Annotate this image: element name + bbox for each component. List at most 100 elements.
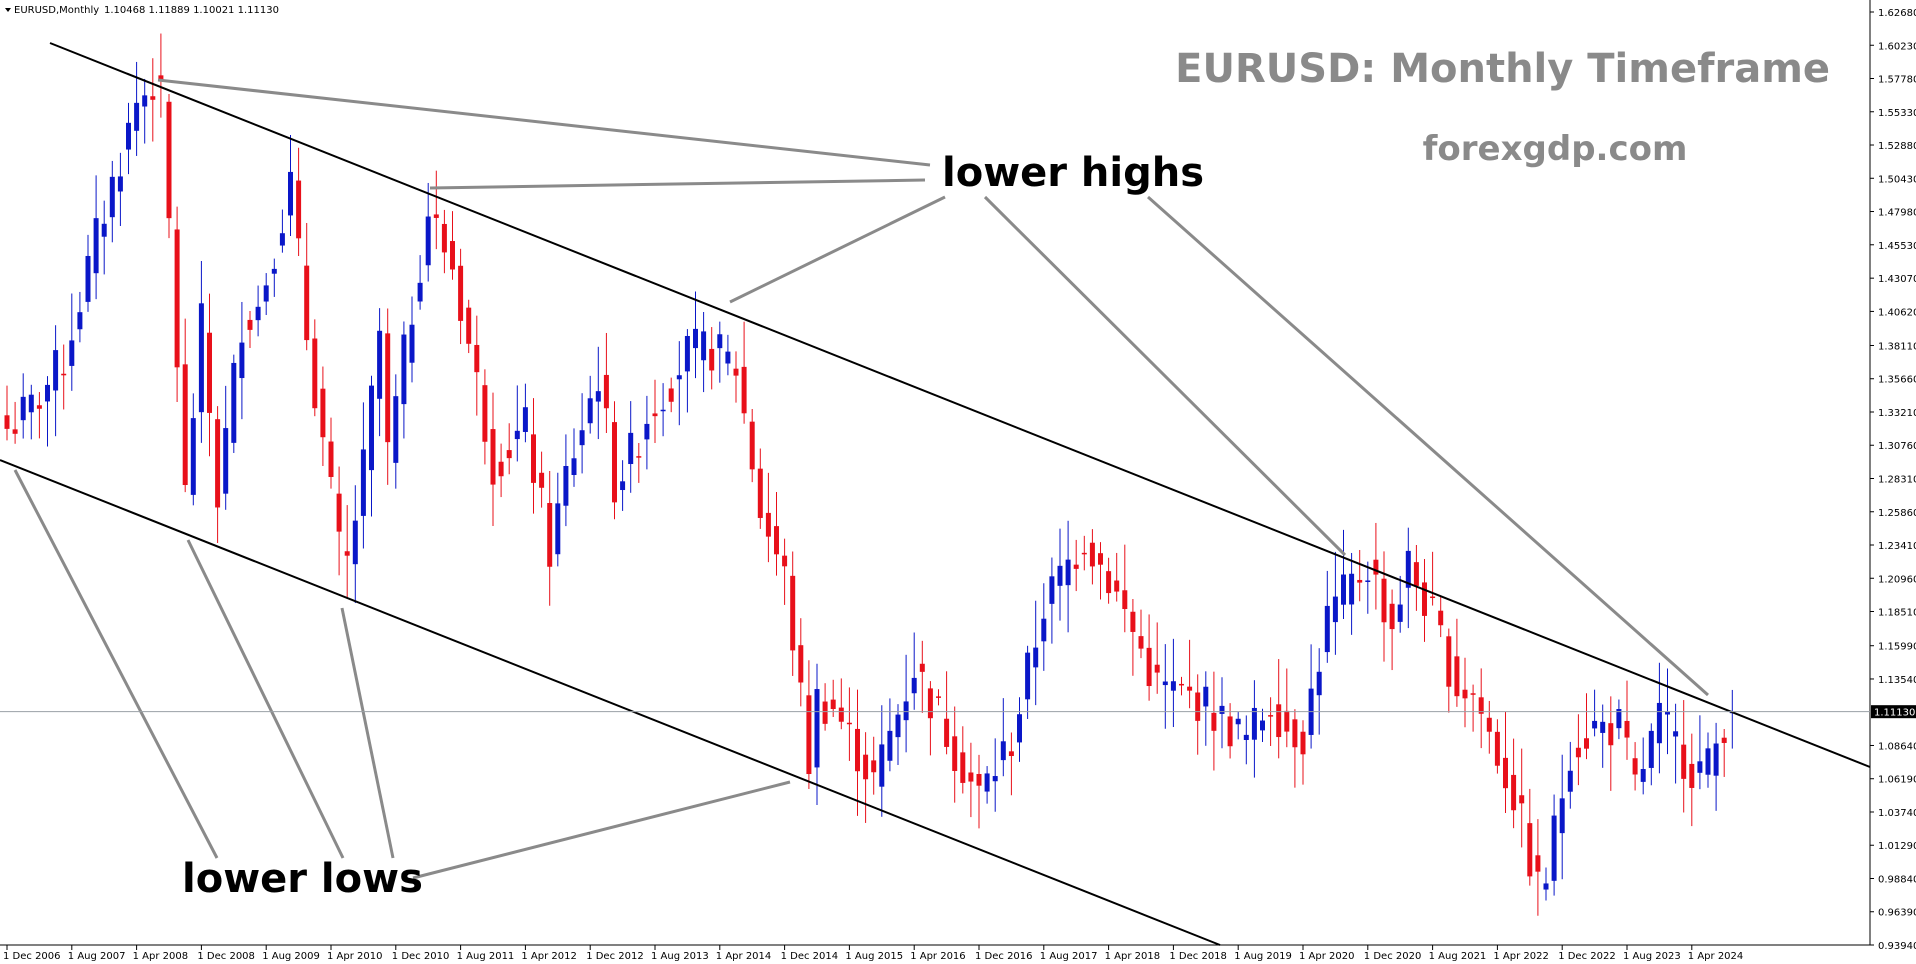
price-tick-label: 1.18510 <box>1878 608 1916 619</box>
candle-body <box>1081 552 1087 555</box>
candle-body <box>433 214 439 218</box>
price-tick-label: 0.98840 <box>1878 874 1916 885</box>
candle-body <box>409 324 415 363</box>
chart-title: EURUSD: Monthly Timeframe <box>1175 46 1830 92</box>
candle-body <box>450 241 455 270</box>
lower-highs-label: lower highs <box>942 150 1204 196</box>
ohlc-label: 1.10468 1.11889 1.10021 1.11130 <box>104 5 279 16</box>
candle-body <box>1478 697 1484 714</box>
candle-body <box>288 171 293 216</box>
candle-body <box>190 418 196 495</box>
candle-body <box>1543 883 1549 890</box>
candle-body <box>684 335 690 372</box>
time-tick-label: 1 Dec 2010 <box>392 951 450 962</box>
candle-body <box>1146 647 1152 687</box>
candle-body <box>1454 656 1460 697</box>
candle-body <box>725 351 731 364</box>
candle-body <box>1041 618 1047 642</box>
candle-body <box>1446 636 1452 687</box>
candle-body <box>474 344 480 373</box>
candle-body <box>531 434 536 483</box>
candle-body <box>879 744 885 787</box>
candle-body <box>1551 815 1557 881</box>
candle-body <box>1373 559 1379 575</box>
candle-body <box>506 450 512 459</box>
candle-body <box>1535 855 1541 872</box>
price-tick-label: 1.01290 <box>1878 841 1916 852</box>
candle-body <box>182 364 188 486</box>
current-price-label-box <box>1871 705 1916 719</box>
price-tick-label: 1.40620 <box>1878 307 1916 318</box>
candle-body <box>798 645 804 683</box>
candle-body <box>207 332 212 413</box>
price-tick-label: 1.60230 <box>1878 41 1916 52</box>
annotation-pointer-line <box>1147 195 1709 697</box>
candle-body <box>1033 647 1039 668</box>
candle-body <box>344 551 350 556</box>
candle-body <box>668 388 674 402</box>
price-tick-label: 1.30760 <box>1878 441 1916 452</box>
candle-body <box>1219 705 1225 714</box>
candle-body <box>198 303 204 413</box>
price-tick-label: 1.55330 <box>1878 108 1916 119</box>
candle-body <box>1721 737 1727 743</box>
symbol-dropdown-arrow-icon[interactable] <box>5 8 11 12</box>
candle-body <box>1187 686 1193 691</box>
candle-body <box>369 385 374 471</box>
candle-body <box>174 229 180 368</box>
candle-body <box>142 95 148 107</box>
price-tick-label: 1.45530 <box>1878 241 1916 252</box>
candle-body <box>482 385 488 442</box>
candle-body <box>401 334 407 405</box>
candle-body <box>1486 717 1492 732</box>
candle-body <box>733 368 739 376</box>
price-tick-label: 1.35660 <box>1878 375 1916 386</box>
candle-body <box>1106 571 1112 594</box>
candle-body <box>1268 715 1274 717</box>
candle-body <box>1494 731 1500 766</box>
candle-body <box>1324 605 1330 653</box>
candle-body <box>360 449 366 516</box>
candle-body <box>1284 710 1290 732</box>
candle-body <box>1154 664 1160 673</box>
candle-body <box>1025 652 1031 700</box>
trendlines-layer <box>0 42 1871 946</box>
annotation-pointer-line <box>157 78 931 167</box>
candle-body <box>247 319 253 330</box>
candle-body <box>101 223 107 237</box>
candle-body <box>1624 720 1630 738</box>
price-tick-label: 1.06190 <box>1878 775 1916 786</box>
candle-body <box>377 330 383 399</box>
candle-body <box>1057 565 1063 586</box>
candle-body <box>1162 681 1168 686</box>
candle-body <box>1681 744 1687 779</box>
candle-body <box>425 216 431 266</box>
candle-body <box>555 503 561 555</box>
candle-body <box>1559 798 1565 834</box>
candle-body <box>603 374 609 409</box>
candle-body <box>579 430 585 446</box>
candles-layer <box>4 33 1735 916</box>
candle-body <box>1332 596 1338 623</box>
candle-body <box>215 419 221 508</box>
candle-body <box>12 429 18 434</box>
candle-body <box>741 366 747 414</box>
candle-body <box>1584 738 1589 749</box>
price-tick-label: 0.96390 <box>1878 908 1916 919</box>
candle-body <box>77 312 83 330</box>
candle-body <box>1462 689 1468 699</box>
candle-body <box>304 265 310 341</box>
upper-trendline <box>49 42 1871 768</box>
candle-body <box>45 384 50 402</box>
time-tick-label: 1 Dec 2012 <box>586 951 644 962</box>
candle-body <box>1000 741 1006 761</box>
candle-body <box>1527 823 1533 877</box>
candle-body <box>846 722 852 725</box>
time-tick-label: 1 Aug 2013 <box>651 951 709 962</box>
candle-body <box>1138 636 1144 649</box>
candle-body <box>693 328 698 349</box>
candle-body <box>271 268 277 274</box>
candle-body <box>749 421 755 470</box>
candle-body <box>1503 757 1508 789</box>
